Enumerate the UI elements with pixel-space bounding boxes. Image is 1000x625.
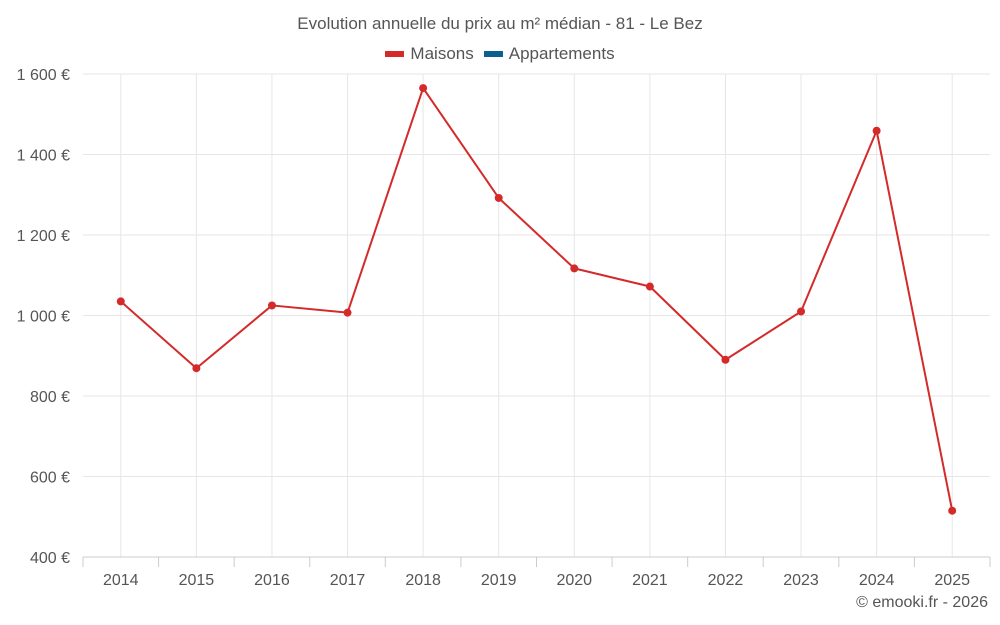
data-point-maisons-2019[interactable] <box>494 193 503 202</box>
y-tick-label: 1 600 € <box>17 67 70 84</box>
legend-swatch-appartements <box>483 51 503 57</box>
legend-label-appartements: Appartements <box>508 44 615 63</box>
data-point-maisons-2017[interactable] <box>343 308 352 317</box>
x-tick-label: 2017 <box>330 572 366 589</box>
y-tick-label: 1 000 € <box>17 309 70 326</box>
data-point-maisons-2024[interactable] <box>872 126 881 135</box>
data-point-maisons-2020[interactable] <box>570 264 579 273</box>
y-tick-label: 1 200 € <box>17 228 70 245</box>
legend-swatch-maisons <box>385 51 405 57</box>
legend: Maisons Appartements <box>0 44 1000 64</box>
x-tick-label: 2022 <box>708 572 744 589</box>
data-point-maisons-2015[interactable] <box>192 364 201 373</box>
y-tick-label: 1 400 € <box>17 148 70 165</box>
data-point-maisons-2018[interactable] <box>419 84 428 93</box>
y-tick-label: 400 € <box>30 550 70 567</box>
grid-lines <box>83 73 990 557</box>
x-tick-label: 2023 <box>783 572 819 589</box>
x-tick-label: 2024 <box>859 572 895 589</box>
x-tick-label: 2016 <box>254 572 290 589</box>
x-tick-label: 2019 <box>481 572 517 589</box>
x-tick-label: 2021 <box>632 572 668 589</box>
data-point-maisons-2021[interactable] <box>645 282 654 291</box>
series-layer <box>116 84 957 515</box>
x-tick-label: 2015 <box>179 572 215 589</box>
data-point-maisons-2023[interactable] <box>797 307 806 316</box>
x-tick-label: 2025 <box>934 572 970 589</box>
x-tick-label: 2018 <box>405 572 441 589</box>
y-tick-label: 600 € <box>30 470 70 487</box>
data-point-maisons-2016[interactable] <box>267 301 276 310</box>
legend-item-appartements[interactable]: Appartements <box>483 44 615 64</box>
legend-label-maisons: Maisons <box>410 44 474 63</box>
x-tick-label: 2020 <box>556 572 592 589</box>
credit-text: © emooki.fr - 2026 <box>856 594 988 611</box>
chart-title: Evolution annuelle du prix au m² médian … <box>297 14 703 33</box>
axes: 1 600 € 1 400 € 1 200 € 1 000 € 800 € 600 € 40… <box>17 67 991 589</box>
data-point-maisons-2022[interactable] <box>721 355 730 364</box>
data-point-maisons-2025[interactable] <box>948 506 957 515</box>
y-tick-label: 800 € <box>30 389 70 406</box>
legend-item-maisons[interactable]: Maisons <box>385 44 474 64</box>
data-point-maisons-2014[interactable] <box>116 297 125 306</box>
x-tick-label: 2014 <box>103 572 139 589</box>
series-line-maisons <box>120 87 954 511</box>
